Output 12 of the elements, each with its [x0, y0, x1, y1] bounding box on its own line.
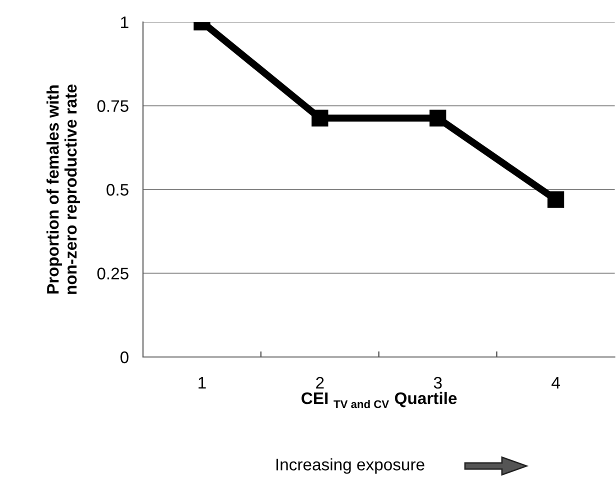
x-tick-label: 1 — [198, 377, 206, 389]
y-tick-label: 0.25 — [97, 268, 128, 280]
y-tick-label: 0 — [120, 351, 128, 364]
x-tick-label: 3 — [434, 376, 442, 389]
y-tick-label: 1 — [121, 16, 128, 28]
y-axis-title: Proportion of females with non-zero reproductive rate — [46, 84, 80, 294]
y-tick-label: 0.5 — [106, 184, 128, 196]
x-tick-label: 4 — [552, 377, 560, 389]
y-tick-label: 0.75 — [97, 100, 128, 112]
x-tick-label: 2 — [316, 376, 324, 389]
text: Increasing exposure — [276, 458, 424, 474]
x-axis-title: CEI TV and CV Quartile — [302, 392, 457, 408]
